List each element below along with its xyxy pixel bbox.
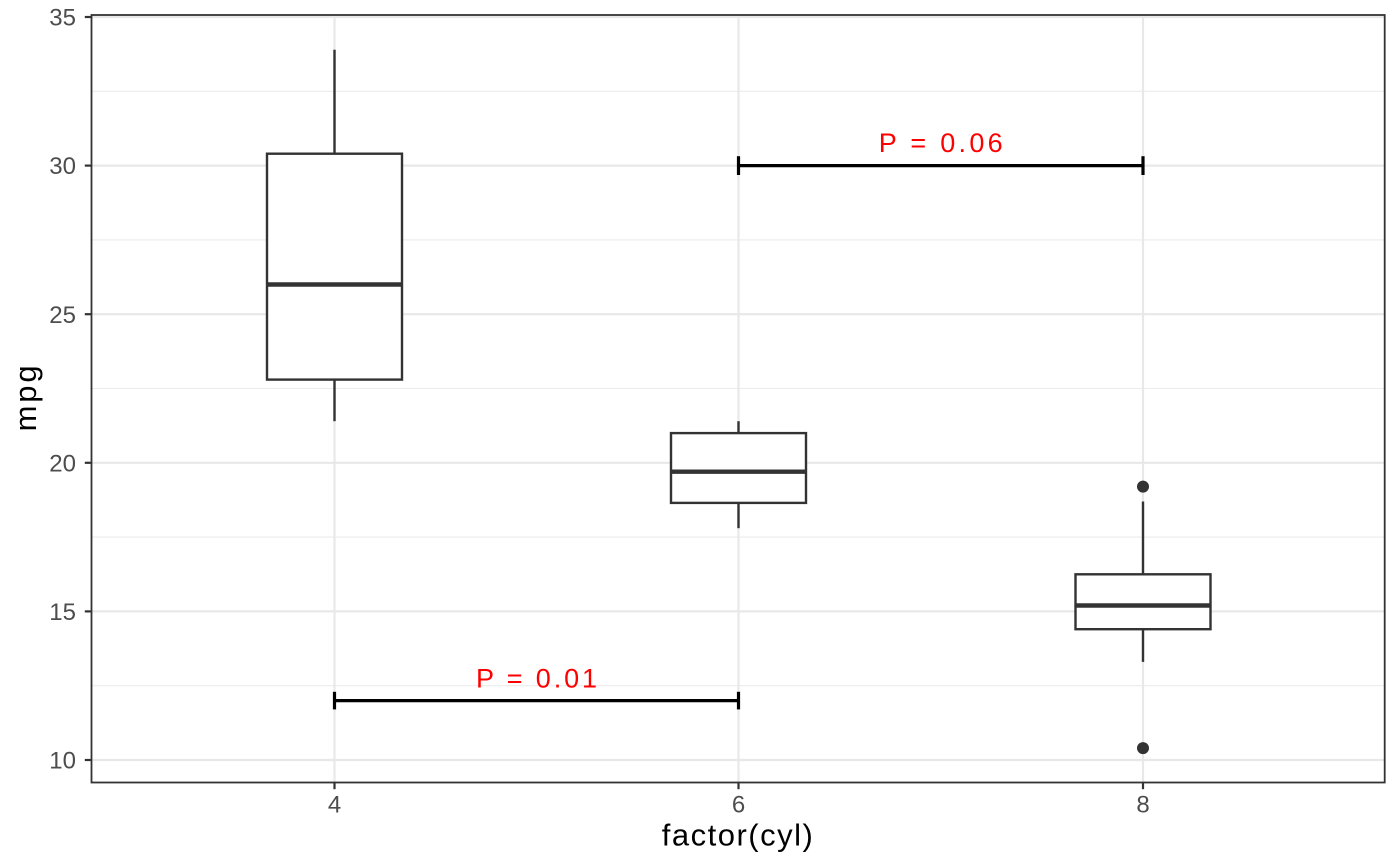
svg-text:factor(cyl): factor(cyl) [662,818,813,853]
svg-text:4: 4 [328,792,341,819]
svg-text:35: 35 [49,5,76,32]
svg-text:15: 15 [49,599,76,626]
svg-text:25: 25 [49,302,76,329]
svg-text:P = 0.06: P = 0.06 [879,128,1003,158]
svg-text:10: 10 [49,748,76,775]
svg-text:P = 0.01: P = 0.01 [476,664,597,694]
svg-text:6: 6 [732,792,745,819]
svg-text:8: 8 [1136,792,1149,819]
svg-text:30: 30 [49,153,76,180]
svg-text:20: 20 [49,450,76,477]
svg-text:mpg: mpg [8,365,43,431]
